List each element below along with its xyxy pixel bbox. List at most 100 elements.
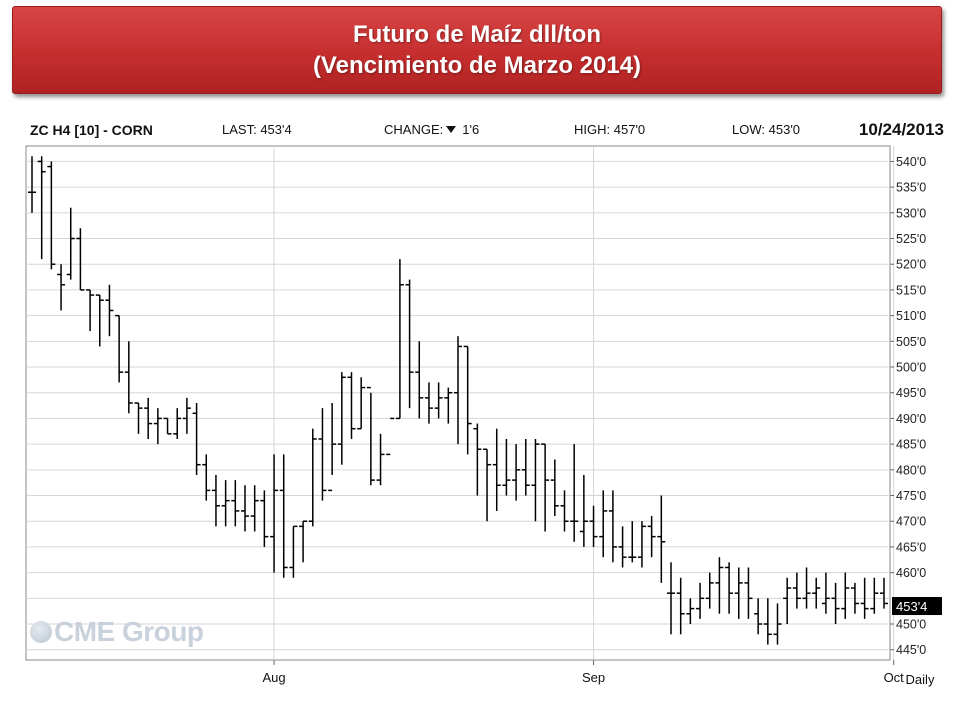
ohlc-bar [686, 598, 695, 625]
ohlc-bar [473, 423, 482, 496]
ohlc-bar [705, 572, 714, 609]
y-tick-label: 500'0 [896, 361, 926, 375]
ohlc-bar [95, 294, 104, 347]
ohlc-bar [386, 417, 395, 456]
y-tick-label: 490'0 [896, 412, 926, 426]
ohlc-bar [153, 408, 162, 445]
ohlc-bar [560, 490, 569, 532]
ohlc-bar [37, 156, 46, 260]
change: CHANGE: 1'6 [384, 122, 479, 137]
ohlc-bar [492, 428, 501, 511]
y-tick-label: 530'0 [896, 206, 926, 220]
low-value: 453'0 [768, 122, 801, 137]
last-price-marker [892, 597, 942, 616]
ohlc-bar [831, 582, 840, 625]
y-tick-label: 505'0 [896, 335, 926, 349]
ohlc-bar [289, 525, 298, 578]
ohlc-bar [541, 443, 550, 532]
y-tick-label: 480'0 [896, 463, 926, 477]
x-tick-label: Aug [262, 670, 285, 685]
globe-icon [30, 621, 52, 643]
ohlc-bar [76, 228, 85, 291]
cme-group-watermark: CME Group [30, 616, 204, 648]
ohlc-bar [376, 433, 385, 486]
x-tick-label: Oct [884, 670, 905, 685]
y-tick-label: 525'0 [896, 232, 926, 246]
ohlc-bar [783, 577, 792, 625]
ohlc-bar [192, 403, 201, 475]
ohlc-bar [163, 417, 172, 435]
ohlc-bar [531, 438, 540, 522]
ohlc-bar [734, 567, 743, 619]
y-tick-label: 475'0 [896, 489, 926, 503]
ohlc-bar [241, 485, 249, 532]
ohlc-bar [434, 382, 443, 419]
price-chart: 540'0 535'0 530'0 525'0 520'0 515'0 510'0 505'0… [25, 145, 942, 687]
ohlc-bar [483, 448, 492, 522]
ohlc-bar [763, 598, 772, 645]
ohlc-bar [608, 490, 617, 563]
ohlc-bar [260, 490, 269, 547]
ohlc-bar [144, 397, 153, 439]
ohlc-bar [357, 377, 366, 430]
y-tick-label: 485'0 [896, 438, 926, 452]
ohlc-bar [579, 474, 588, 547]
title-line-1: Futuro de Maíz dll/ton [353, 21, 601, 48]
title-banner: Futuro de Maíz dll/ton (Vencimiento de M… [12, 6, 942, 94]
x-tick-label: Sep [582, 670, 605, 685]
down-triangle-icon [446, 126, 457, 134]
ohlc-bar [347, 372, 356, 439]
y-tick-label: 520'0 [896, 258, 926, 272]
ohlc-bar [66, 207, 75, 280]
y-tick-label: 460'0 [896, 566, 926, 580]
y-tick-label: 495'0 [896, 386, 926, 400]
ohlc-bar [221, 480, 230, 527]
ohlc-bar [318, 408, 327, 501]
change-label: CHANGE: [384, 122, 444, 137]
chart-panel: ZC H4 [10] - CORN LAST: 453'4 CHANGE: 1'6… [24, 114, 946, 694]
ohlc-bar [124, 341, 133, 414]
ohlc-bar [173, 408, 182, 439]
ohlc-bar [444, 387, 453, 424]
contract-symbol: ZC H4 [10] - CORN [30, 122, 153, 138]
ohlc-bar [550, 459, 559, 517]
ohlc-bar [405, 279, 414, 409]
ohlc-bar [599, 490, 608, 558]
last-price: LAST: 453'4 [222, 122, 292, 137]
ohlc-bar [676, 577, 685, 635]
ohlc-bar [366, 386, 375, 486]
ohlc-bar [637, 521, 646, 568]
ohlc-bar [250, 485, 259, 532]
price-bars [28, 156, 888, 645]
ohlc-bar [773, 603, 782, 645]
ohlc-bar [589, 505, 598, 547]
ohlc-bar [328, 403, 337, 492]
ohlc-bar [880, 577, 888, 609]
ohlc-bar [725, 562, 734, 614]
y-tick-label: 450'0 [896, 618, 926, 632]
ohlc-bar [47, 161, 56, 270]
y-tick-label: 470'0 [896, 515, 926, 529]
last-value: 453'4 [260, 122, 292, 137]
ohlc-bar [618, 526, 627, 568]
y-tick-label: 445'0 [896, 643, 926, 657]
high-value: 457'0 [613, 122, 646, 137]
ohlc-bar [657, 495, 666, 583]
ohlc-bar [279, 454, 288, 578]
period-label: Daily [906, 672, 935, 687]
ohlc-bar [870, 577, 879, 614]
ohlc-bar [512, 444, 521, 501]
x-axis: Aug Sep Oct [262, 660, 904, 685]
ohlc-bar [337, 372, 346, 465]
chart-date: 10/24/2013 [858, 120, 944, 139]
ohlc-bar [308, 428, 317, 527]
ohlc-bar [105, 284, 114, 337]
high-price: HIGH: 457'0 [574, 122, 645, 137]
watermark-text: CME Group [54, 616, 204, 647]
last-label: LAST: [222, 122, 257, 137]
ohlc-bar [647, 516, 656, 558]
ohlc-bar [211, 474, 220, 527]
change-value: 1'6 [462, 122, 480, 137]
ohlc-bar [463, 345, 472, 455]
ohlc-bar [415, 341, 424, 419]
